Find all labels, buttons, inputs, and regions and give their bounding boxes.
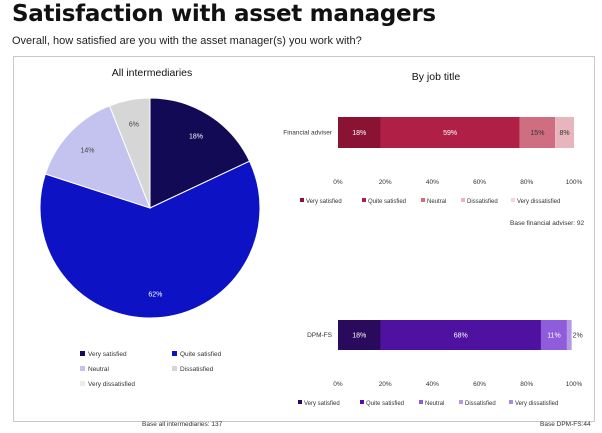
bar-x-tick-label: 80% [520,381,533,388]
bar-data-label: 15% [530,130,544,137]
chart-frame [13,56,595,422]
bar-x-tick-label: 0% [333,179,343,186]
pie-legend-label: Quite satisfied [180,351,222,358]
bar-data-label: 18% [352,333,366,340]
pie-data-label: 18% [189,134,203,141]
bar-legend-label: Neutral [427,199,446,205]
pie-legend-swatch [80,351,85,356]
dpm-base-note: Base DPM-FS:44 [540,421,591,428]
bar-legend-label: Neutral [425,401,444,407]
bar-legend-swatch [461,198,465,202]
bar-legend-swatch [511,198,515,202]
bar-chart-title: By job title [412,71,461,83]
pie-title: All intermediaries [112,67,193,79]
bar-category-label: Financial adviser [283,130,333,137]
bar-x-tick-label: 100% [566,179,583,186]
bar-legend-swatch [300,198,304,202]
pie-base-note: Base all intermediaries: 137 [142,421,223,428]
pie-legend-label: Dissatisfied [180,366,214,373]
bar-legend-swatch [419,400,423,404]
pie-legend-swatch [172,366,177,371]
bar-segment-dissatisfied [566,320,572,350]
bar-legend-label: Dissatisfied [465,401,496,407]
bar-segment-neutral [540,320,567,350]
bar-legend-label: Very satisfied [304,401,340,407]
bar-legend-swatch [298,400,302,404]
page-subtitle: Overall, how satisfied are you with the … [12,35,362,47]
bar-segment-dissatisfied [555,117,574,148]
pie-slice-neutral [44,105,151,209]
pie-slice-dissatisfied [108,97,151,209]
pie-legend-label: Very dissatisfied [88,381,135,388]
bar-data-label: 8% [559,130,569,137]
bar-legend-label: Very dissatisfied [517,199,560,205]
pie-slice-very-satisfied [149,97,251,209]
bar-legend-swatch [421,198,425,202]
pie-data-label: 62% [148,292,162,299]
bar-x-tick-label: 100% [566,381,583,388]
pie-slice-quite-satisfied [39,160,261,319]
pie-data-label: 14% [80,147,94,154]
bar-x-tick-label: 20% [379,179,392,186]
bar-category-label: DPM-FS [307,332,333,339]
bar-legend-swatch [362,198,366,202]
bar-segment-very-satisfied [338,320,381,350]
bar-legend-label: Quite satisfied [368,199,406,205]
pie-legend-swatch [80,381,85,386]
bar-legend-label: Dissatisfied [467,199,498,205]
bar-segment-very-satisfied [338,117,381,148]
bar-legend-label: Very satisfied [306,199,342,205]
bar-data-label: 11% [547,333,561,340]
bar-data-label: 2% [573,333,583,340]
bar-x-tick-label: 60% [473,179,486,186]
bar-x-tick-label: 20% [379,381,392,388]
pie-legend-label: Neutral [88,366,110,373]
bar-legend-label: Very dissatisfied [515,401,558,407]
bar-segment-neutral [519,117,556,148]
bar-x-tick-label: 80% [520,179,533,186]
bar-x-tick-label: 40% [426,381,439,388]
page-title: Satisfaction with asset managers [12,1,436,27]
bar-legend-label: Quite satisfied [366,401,404,407]
bar-x-tick-label: 0% [333,381,343,388]
bar-segment-quite-satisfied [380,117,520,148]
bar-data-label: 59% [443,130,457,137]
bar-data-label: 18% [352,130,366,137]
bar-legend-swatch [360,400,364,404]
bar-legend-swatch [459,400,463,404]
bar-x-tick-label: 40% [426,179,439,186]
pie-data-label: 6% [129,122,139,129]
bar-legend-swatch [509,400,513,404]
bar-x-tick-label: 60% [473,381,486,388]
bar-data-label: 68% [454,333,468,340]
pie-legend-label: Very satisfied [88,351,127,358]
bar-segment-quite-satisfied [380,320,541,350]
pie-legend-swatch [172,351,177,356]
pie-legend-swatch [80,366,85,371]
adviser-base-note: Base financial adviser: 92 [510,220,585,227]
